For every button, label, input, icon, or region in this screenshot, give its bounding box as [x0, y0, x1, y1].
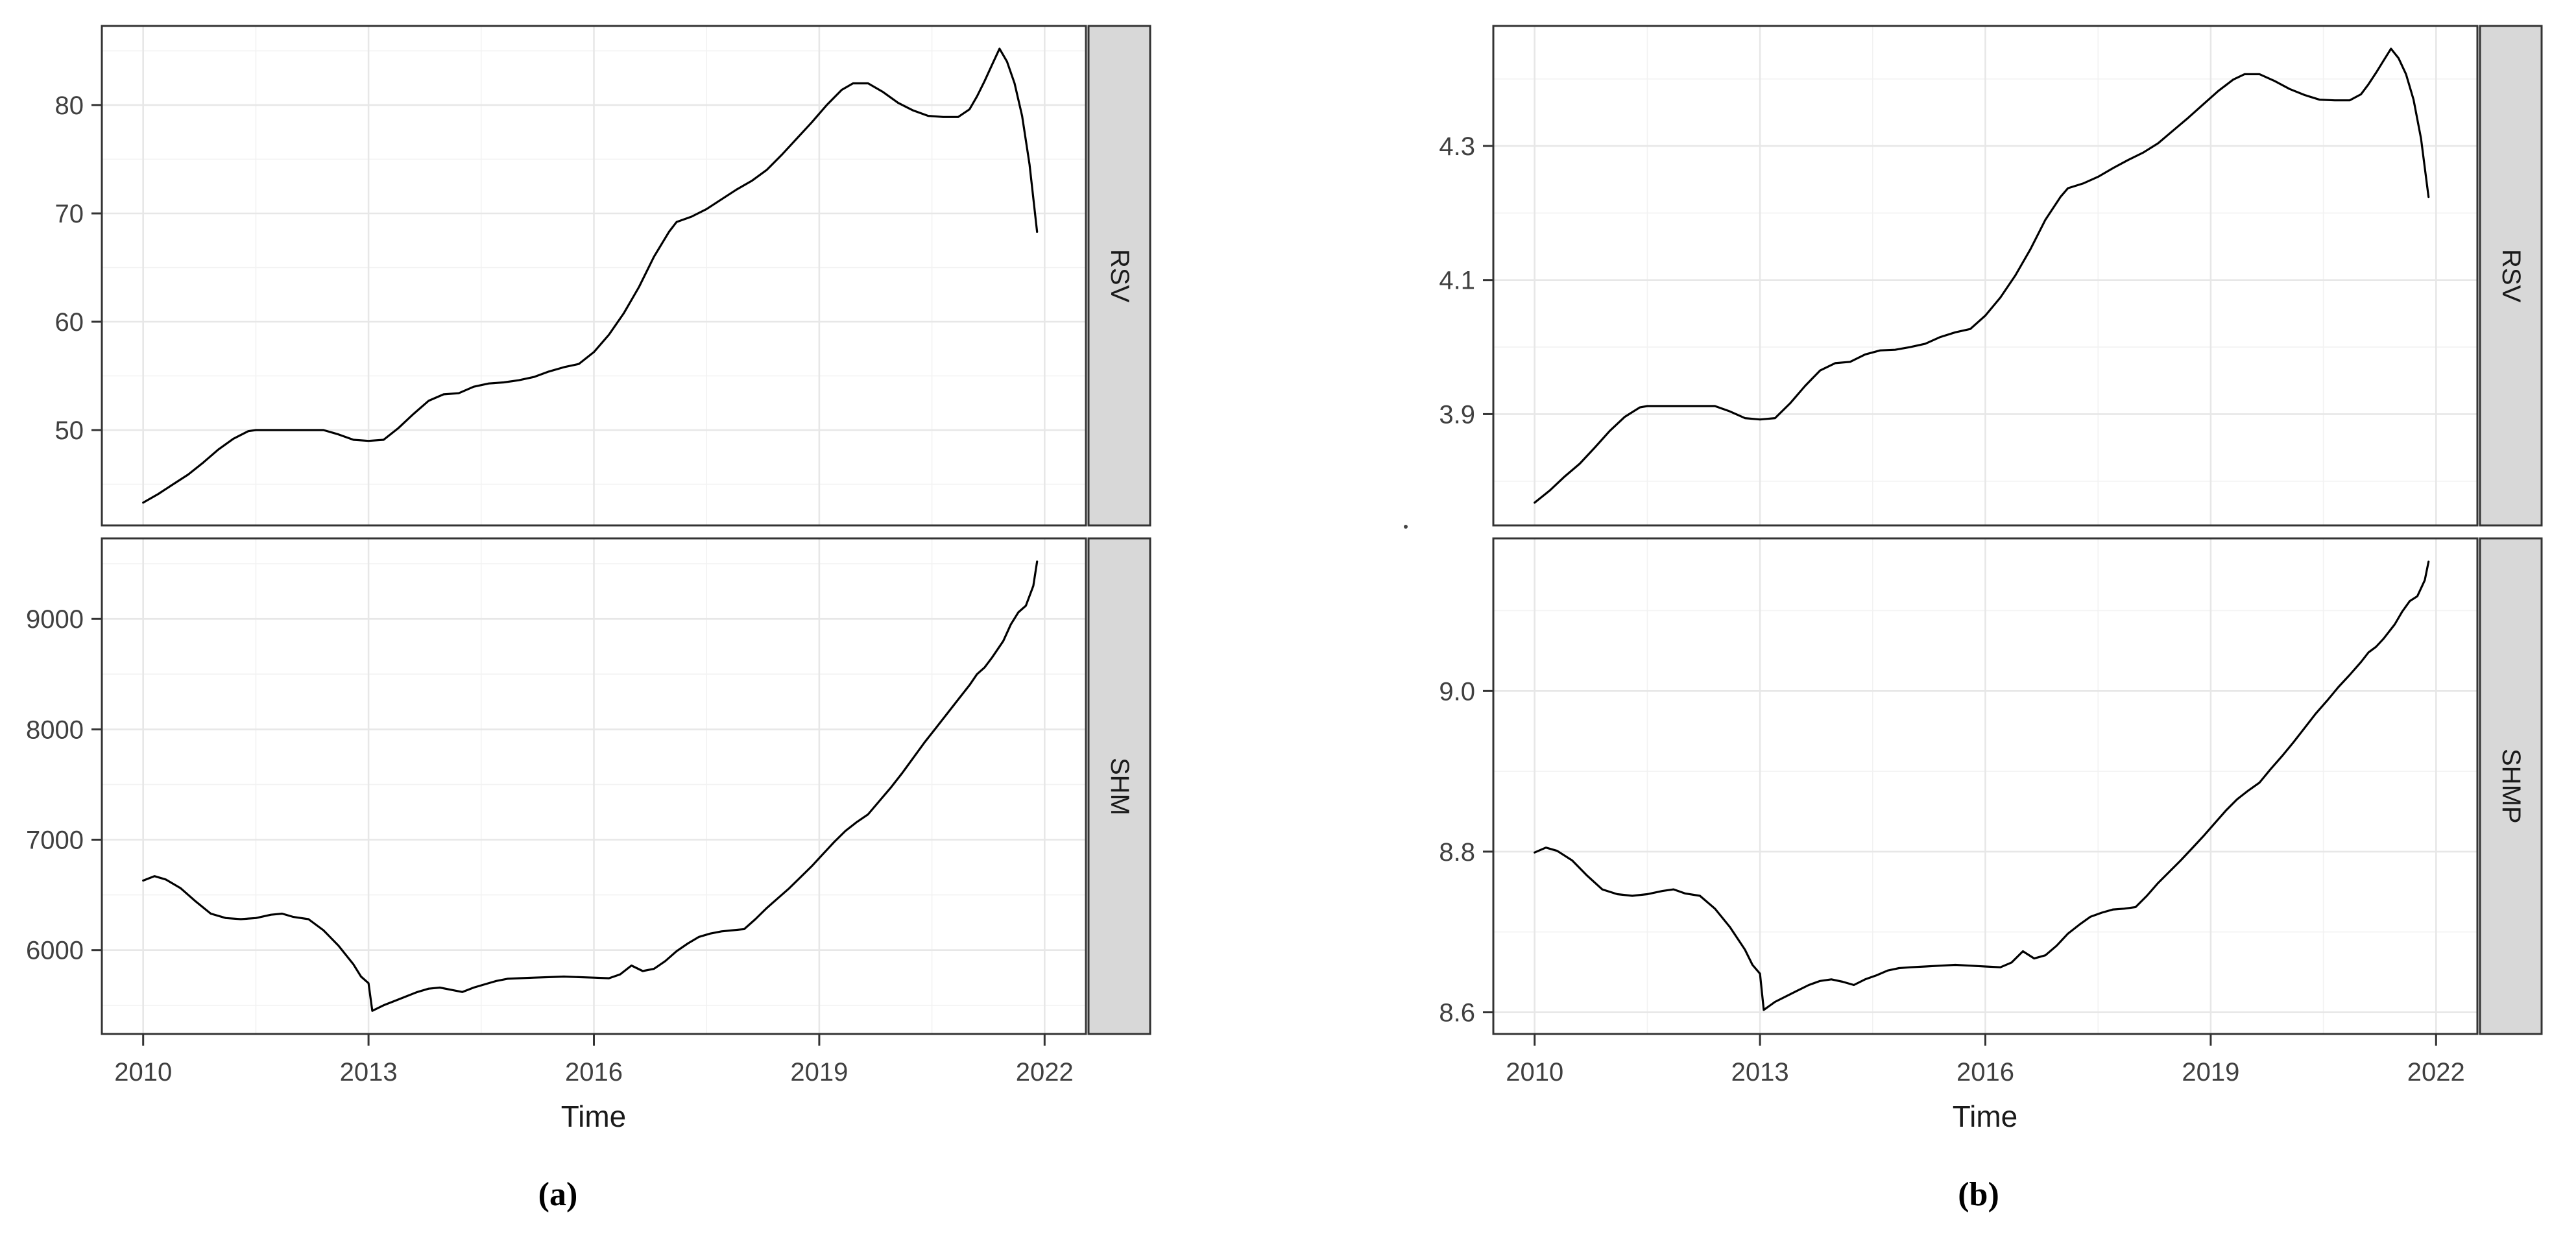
y-tick-label: 9000: [26, 605, 84, 634]
x-tick-label: 2016: [1956, 1058, 2014, 1087]
stray-dot-artifact: [1404, 525, 1408, 529]
y-tick-label: 60: [55, 308, 84, 337]
x-tick-label: 2022: [1016, 1058, 1074, 1087]
y-tick-label: 6000: [26, 937, 84, 965]
facet-strip: [2479, 537, 2543, 1035]
y-tick-label: 8000: [26, 715, 84, 744]
y-tick-label: 50: [55, 416, 84, 445]
series-line-rsv: [1534, 47, 2430, 504]
subfigure-caption-b: (b): [1958, 1176, 1999, 1213]
panel-border: [1492, 25, 2479, 527]
x-tick-label: 2013: [1731, 1058, 1789, 1087]
facet-strip: [1087, 25, 1151, 527]
panel-border: [101, 25, 1087, 527]
y-tick-label: 3.9: [1439, 400, 1475, 429]
x-tick-label: 2022: [2407, 1058, 2465, 1087]
y-tick-label: 9.0: [1439, 677, 1475, 706]
x-axis-title-b: Time: [1952, 1099, 2018, 1133]
series-line-rsv: [142, 47, 1039, 504]
facet-plot-svg: 3.9 4.1 4.3 8.6 8.8 9.0 2010 2013 2016 2019 2022: [1439, 25, 2543, 1087]
facet-strip: [2479, 25, 2543, 527]
x-tick-label: 2010: [1506, 1058, 1563, 1087]
subfigure-b-plot: 3.9 4.1 4.3 8.6 8.8 9.0 2010 2013 2016 2019 2022: [1391, 0, 2576, 1237]
x-tick-label: 2016: [565, 1058, 623, 1087]
y-tick-label: 4.1: [1439, 267, 1475, 295]
series-line-shm: [142, 560, 1039, 1012]
y-tick-label: 70: [55, 200, 84, 228]
x-tick-label: 2010: [114, 1058, 172, 1087]
x-tick-label: 2013: [340, 1058, 398, 1087]
y-tick-label: 8.6: [1439, 999, 1475, 1027]
x-tick-label: 2019: [2182, 1058, 2239, 1087]
y-tick-label: 4.3: [1439, 132, 1475, 161]
x-tick-label: 2019: [790, 1058, 848, 1087]
y-tick-label: 7000: [26, 826, 84, 855]
facet-plot-svg: 50 60 70 80 6000 7000 8000 9000 2010 2013 2016 2019…: [26, 25, 1151, 1087]
subfigure-caption-a: (a): [538, 1176, 578, 1213]
y-tick-label: 80: [55, 91, 84, 120]
x-axis-title-a: Time: [560, 1099, 627, 1133]
facet-strip: [1087, 537, 1151, 1035]
y-tick-label: 8.8: [1439, 838, 1475, 867]
series-line-shmp: [1534, 560, 2430, 1011]
subfigure-a-plot: 50 60 70 80 6000 7000 8000 9000 2010 2013 2016 2019…: [0, 0, 1185, 1237]
